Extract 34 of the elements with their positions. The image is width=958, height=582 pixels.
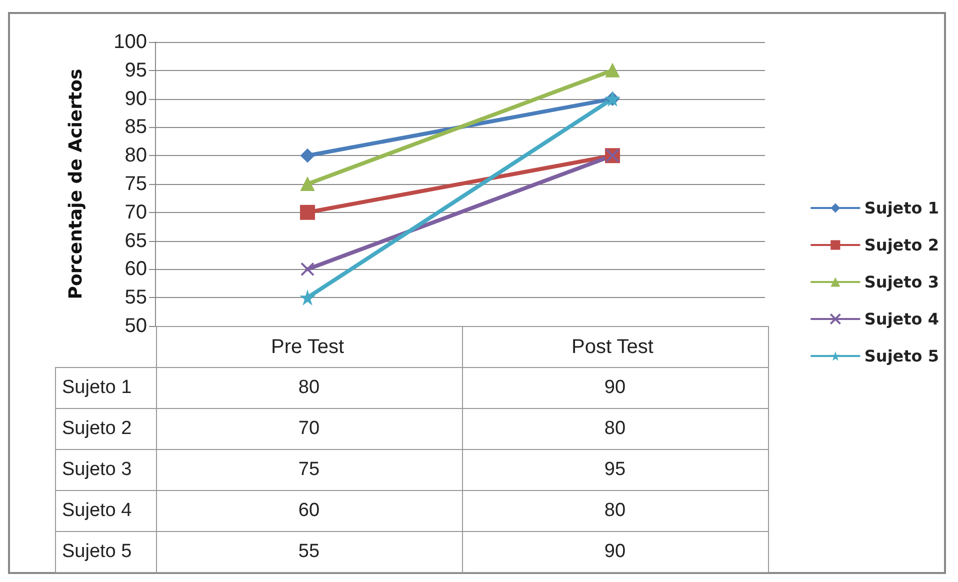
y-tick-label: 80 (124, 144, 147, 167)
y-tick-label: 55 (124, 286, 147, 309)
y-tick-label: 100 (114, 31, 147, 53)
y-tick-label: 65 (124, 230, 147, 252)
legend-label: Sujeto 2 (864, 236, 939, 254)
text: Sujeto 2 (62, 418, 132, 439)
y-tick-label: 50 (124, 315, 147, 337)
data-label: 70 (156, 408, 462, 450)
data-label: 55 (156, 532, 462, 572)
text: Sujeto 5 (62, 541, 132, 562)
legend-label: Sujeto 3 (864, 272, 939, 292)
y-tick-label: 60 (124, 258, 147, 280)
data-label: 95 (462, 450, 768, 490)
y-tick-label: 70 (124, 201, 147, 224)
data-label: 90 (462, 368, 768, 408)
legend-label: Sujeto 4 (864, 310, 939, 328)
x-tick-label: Pre Test (271, 336, 344, 358)
data-label: 80 (156, 368, 462, 408)
legend-label: Sujeto 5 (864, 346, 939, 366)
text: Sujeto 1 (62, 377, 132, 398)
data-label: 75 (156, 450, 462, 490)
data-label: 80 (462, 408, 768, 450)
x-tick-label: Post Test (572, 336, 654, 358)
text: Sujeto 3 (62, 459, 132, 480)
data-label: 90 (462, 532, 768, 572)
y-axis-title: Porcentaje de Aciertos (66, 68, 86, 300)
y-tick-label: 75 (124, 173, 147, 195)
text: Sujeto 4 (62, 500, 132, 521)
y-tick-label: 95 (124, 59, 147, 82)
data-label: 60 (156, 490, 462, 532)
data-label: 80 (462, 490, 768, 532)
y-tick-label: 85 (124, 116, 147, 138)
legend-label: Sujeto 1 (864, 198, 939, 218)
y-tick-label: 90 (124, 88, 147, 110)
